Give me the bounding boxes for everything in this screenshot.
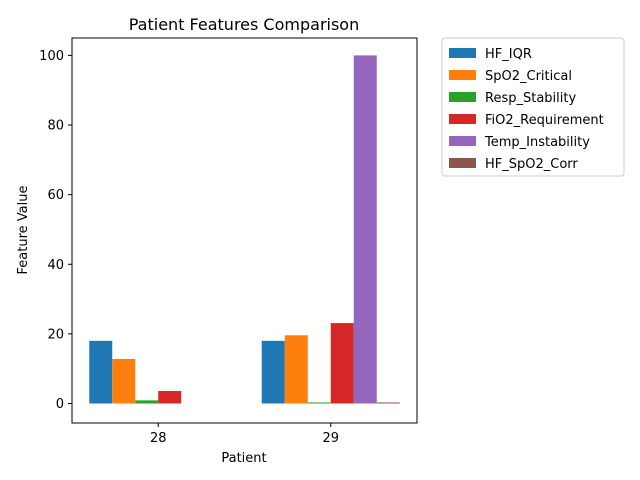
legend-label: Temp_Instability: [484, 135, 590, 150]
bar-fio2-requirement-28: [158, 390, 182, 404]
legend: HF_IQR SpO2_Critical Resp_Stability FiO2_Re…: [441, 37, 625, 177]
x-axis-label: Patient: [221, 451, 266, 466]
chart-title: Patient Features Comparison: [129, 15, 359, 34]
y-axis-label: Feature Value: [16, 186, 31, 275]
legend-swatch-temp-instability: [449, 136, 476, 146]
legend-label: FiO2_Requirement: [485, 113, 604, 128]
legend-swatch-hf-spo2-corr: [449, 158, 476, 168]
plot-frame: [71, 37, 418, 424]
plot-area: 0 20 40 60 80 100 28 29: [39, 49, 400, 446]
legend-label: Resp_Stability: [485, 91, 576, 106]
bar-temp-instability-29: [353, 55, 377, 404]
y-tick-label: 100: [39, 49, 64, 64]
bar-hf-iqr-28: [89, 340, 113, 404]
bar-spo2-critical-28: [112, 358, 136, 404]
x-tick-label: 28: [150, 431, 167, 446]
legend-frame: [441, 37, 625, 177]
legend-swatch-hf-iqr: [449, 48, 476, 58]
y-tick-label: 40: [47, 258, 64, 273]
y-tick-label: 60: [47, 188, 64, 203]
bar-resp-stability-29: [307, 402, 331, 404]
legend-swatch-fio2-requirement: [449, 114, 476, 124]
x-tick-label: 29: [322, 431, 339, 446]
legend-label: HF_IQR: [485, 47, 532, 62]
bar-spo2-critical-29: [284, 335, 308, 404]
legend-swatch-resp-stability: [449, 92, 476, 102]
y-tick-label: 20: [47, 327, 64, 342]
legend-swatch-spo2-critical: [449, 70, 476, 80]
legend-label: SpO2_Critical: [485, 69, 572, 84]
legend-label: HF_SpO2_Corr: [485, 157, 578, 172]
bar-resp-stability-28: [135, 400, 159, 404]
bar-hf-spo2-corr-29: [376, 402, 400, 404]
y-tick-label: 80: [47, 119, 64, 134]
bar-fio2-requirement-29: [330, 323, 354, 404]
y-tick-label: 0: [56, 397, 64, 412]
bar-hf-iqr-29: [261, 340, 285, 404]
